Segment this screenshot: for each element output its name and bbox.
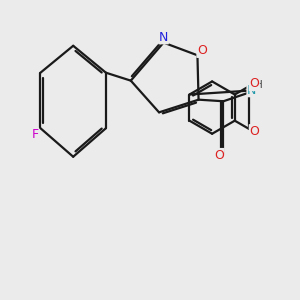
Text: O: O xyxy=(249,77,259,91)
Text: O: O xyxy=(197,44,207,57)
Text: N: N xyxy=(159,31,168,44)
Text: F: F xyxy=(32,128,39,141)
Text: H: H xyxy=(255,80,262,90)
Text: O: O xyxy=(214,148,224,162)
Text: O: O xyxy=(249,125,259,138)
Text: N: N xyxy=(247,84,256,97)
